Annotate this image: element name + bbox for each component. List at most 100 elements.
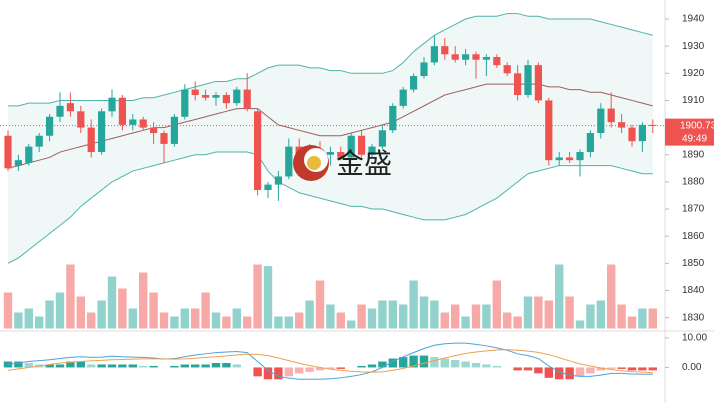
candle-body	[35, 135, 43, 147]
macd-histogram	[419, 355, 429, 368]
volume-bar	[357, 304, 366, 329]
macd-histogram	[492, 365, 501, 368]
volume-bar	[461, 316, 470, 329]
volume-bar	[295, 312, 304, 329]
watermark: 金盛	[293, 145, 392, 181]
macd-histogram	[149, 365, 158, 368]
candle-body	[534, 65, 542, 101]
macd-histogram	[232, 364, 241, 368]
candle-body	[638, 124, 646, 142]
last-price-label: 1900.73	[680, 120, 714, 131]
macd-histogram	[284, 367, 293, 377]
candle-body	[472, 54, 480, 60]
candle-body	[139, 119, 147, 128]
candle-body	[358, 135, 366, 155]
candle-body	[129, 119, 137, 125]
macd-histogram	[55, 364, 65, 368]
candle-body	[649, 124, 657, 126]
macd-histogram	[482, 364, 491, 368]
candle-body	[441, 46, 449, 55]
y-tick-label: 1890	[682, 149, 705, 160]
volume-bar	[617, 304, 626, 329]
candle-body	[14, 160, 22, 166]
volume-bar	[419, 296, 429, 329]
candle-body	[514, 73, 522, 96]
macd-histogram	[191, 364, 200, 368]
candle-body	[462, 54, 470, 60]
macd-histogram	[471, 363, 481, 368]
macd-histogram	[513, 367, 522, 371]
volume-bar	[399, 304, 408, 329]
macd-histogram	[107, 364, 117, 368]
volume-bar	[367, 308, 377, 329]
macd-histogram	[430, 357, 439, 368]
volume-bar	[534, 296, 543, 329]
macd-tick-label: 0.00	[682, 362, 702, 373]
volume-bar	[107, 276, 117, 329]
volume-bar	[211, 312, 221, 329]
y-tick-label: 1920	[682, 68, 705, 79]
candle-body	[545, 100, 553, 161]
candle-body	[347, 135, 355, 158]
volume-bar	[627, 316, 637, 329]
countdown-label: 49:49	[682, 133, 707, 144]
candle-body	[25, 146, 33, 163]
y-tick-label: 1880	[682, 177, 705, 188]
candle-body	[212, 95, 220, 98]
macd-histogram	[336, 367, 345, 369]
candle-body	[181, 89, 189, 117]
last-price-box	[665, 118, 714, 146]
candle-body	[160, 133, 168, 144]
candle-body	[576, 152, 584, 161]
volume-bar	[222, 316, 231, 329]
candle-body	[243, 89, 251, 109]
candle-body	[222, 95, 230, 104]
macd-histogram	[461, 361, 470, 368]
volume-bar	[87, 312, 96, 329]
volume-bar	[35, 316, 44, 329]
candle-body	[368, 146, 376, 155]
macd-histogram	[523, 367, 533, 371]
volume-bar	[523, 296, 533, 329]
volume-bar	[45, 300, 54, 329]
candle-body	[56, 105, 64, 117]
volume-bar	[274, 316, 283, 329]
candle-body	[555, 157, 563, 161]
volume-bar	[471, 304, 481, 329]
volume-bar	[191, 308, 200, 329]
macd-histogram	[76, 361, 85, 368]
macd-tick-label: 10.00	[682, 332, 707, 343]
volume-bar	[409, 280, 418, 329]
macd-histogram	[357, 365, 366, 368]
volume-bar	[503, 312, 512, 329]
volume-bar	[232, 308, 241, 329]
macd-histogram	[253, 367, 262, 377]
plot	[3, 13, 657, 329]
volume-bar	[326, 304, 335, 329]
candle-body	[46, 116, 54, 136]
candle-body	[191, 89, 199, 96]
volume-bar	[263, 266, 273, 329]
volume-bar	[139, 272, 148, 329]
candle-body	[607, 108, 615, 123]
candle-body	[4, 135, 12, 169]
candle-body	[399, 89, 407, 106]
macd-histogram	[118, 364, 127, 368]
volume-bar	[243, 316, 252, 329]
volume-bar	[544, 300, 553, 329]
volume-bar	[336, 312, 345, 329]
macd-histogram	[263, 367, 273, 380]
volume-bar	[170, 316, 179, 329]
volume-bar	[482, 304, 491, 329]
volume-bar	[388, 300, 397, 329]
candle-body	[628, 127, 636, 142]
macd-histogram	[440, 358, 449, 368]
macd-histogram	[399, 357, 408, 368]
volume-bar	[24, 308, 33, 329]
volume-bar	[97, 300, 106, 329]
candle-body	[337, 152, 345, 158]
macd-histogram	[565, 367, 574, 380]
candle-body	[524, 65, 532, 96]
volume-bar	[575, 320, 585, 329]
candle-body	[410, 76, 418, 90]
